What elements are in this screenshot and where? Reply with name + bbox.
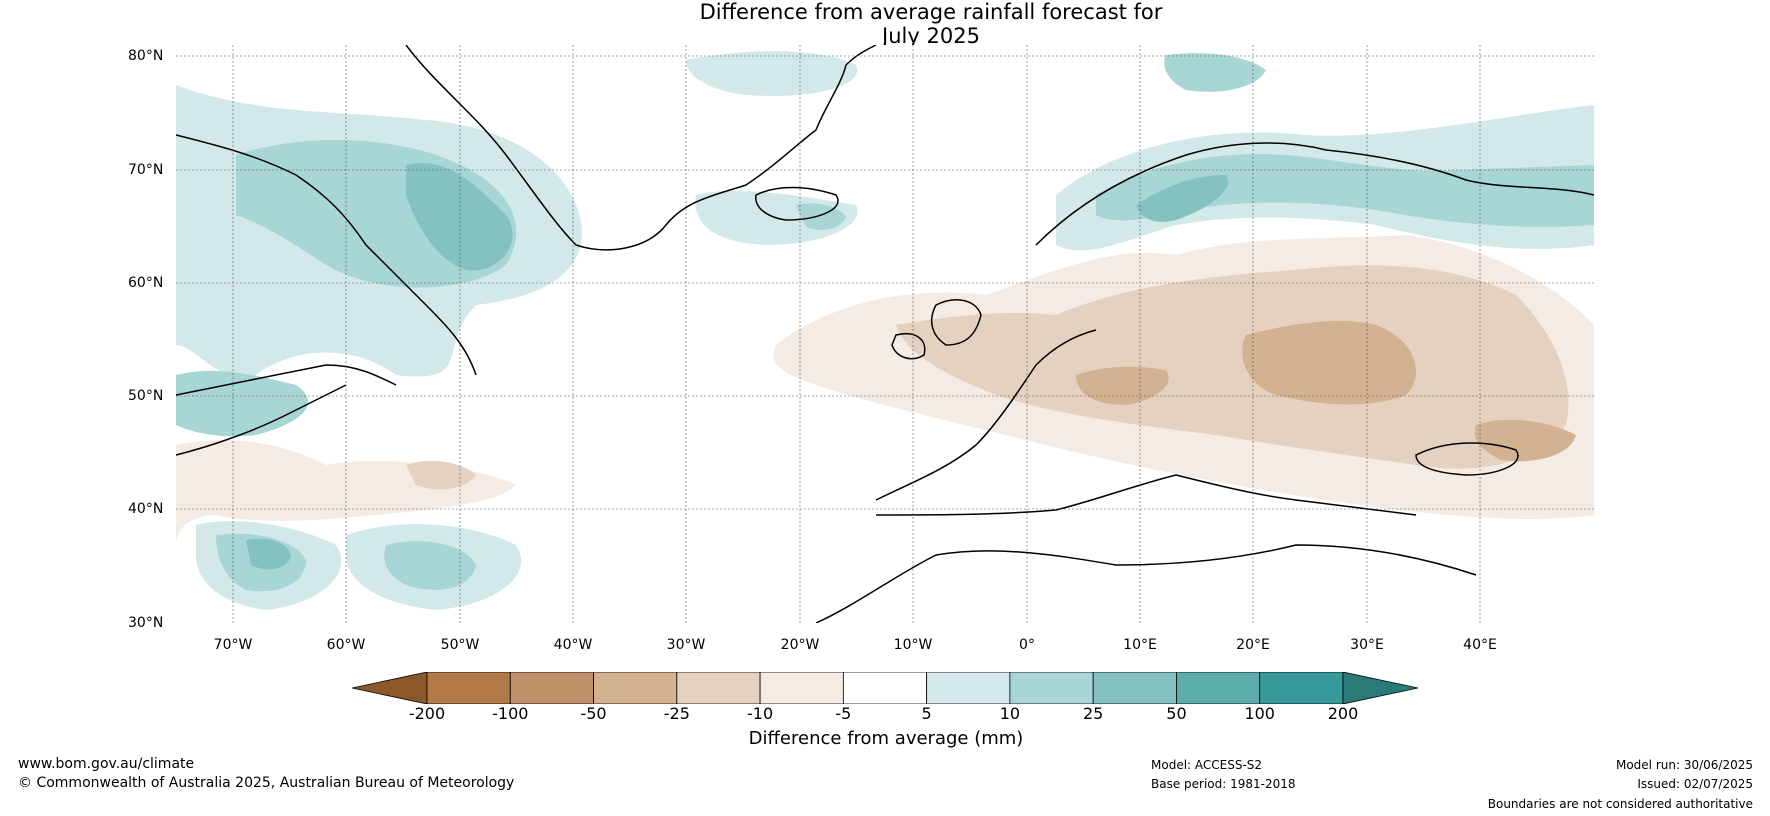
wet-area-arctic <box>686 51 858 96</box>
colorbar-tick-label: 200 <box>1327 704 1359 723</box>
coast-labrador <box>176 364 397 396</box>
lon-label-40e: 40°E <box>1463 637 1497 653</box>
lon-label-40w: 40°W <box>553 637 593 653</box>
dry-area-france-core <box>1076 366 1169 405</box>
coast-ireland <box>891 333 926 360</box>
lat-label-40n: 40°N <box>128 501 164 517</box>
lon-label-50w: 50°W <box>440 637 480 653</box>
wet-area-atlantic-south-mid <box>384 541 476 590</box>
dry-anomaly-areas <box>176 235 1594 545</box>
dry-area-black-sea-core <box>1474 419 1576 462</box>
dry-area-europe-core <box>1242 320 1416 405</box>
lon-label-0: 0° <box>1019 637 1035 653</box>
lat-label-60n: 60°N <box>128 275 164 291</box>
colorbar-tick-label: -25 <box>663 704 690 723</box>
lon-label-10e: 10°E <box>1123 637 1157 653</box>
lon-label-20e: 20°E <box>1236 637 1270 653</box>
colorbar-extend-low <box>352 672 428 704</box>
colorbar-segment <box>1259 672 1344 704</box>
graticule <box>176 45 1594 623</box>
wet-area-scandinavia-mid <box>1096 154 1594 227</box>
colorbar-tick-label: 100 <box>1244 704 1275 723</box>
coast-baffin <box>176 134 477 376</box>
coast-africa-north <box>815 544 1477 623</box>
colorbar-segment <box>926 672 1011 704</box>
title-line-2: July 2025 <box>882 24 980 48</box>
colorbar-segment <box>593 672 678 704</box>
colorbar-segment <box>676 672 761 704</box>
footer-issued: Issued: 02/07/2025 <box>1637 777 1753 791</box>
title-line-1: Difference from average rainfall forecas… <box>699 0 1163 24</box>
chart-title: Difference from average rainfall forecas… <box>0 0 1770 48</box>
footer-model-run: Model run: 30/06/2025 <box>1615 758 1753 772</box>
coastlines <box>176 45 1594 623</box>
lat-label-30n: 30°N <box>128 615 164 631</box>
coast-greenland <box>405 45 877 251</box>
lon-label-60w: 60°W <box>326 637 366 653</box>
colorbar-tick-label: -100 <box>492 704 529 723</box>
dry-area-atlantic-mid <box>406 460 476 490</box>
footer-url: www.bom.gov.au/climate <box>18 756 195 772</box>
lat-label-50n: 50°N <box>128 388 164 404</box>
colorbar-segments <box>352 672 1418 704</box>
wet-area-greenland-core <box>406 163 513 271</box>
colorbar-extend-high <box>1342 672 1418 704</box>
lon-label-20w: 20°W <box>780 637 820 653</box>
colorbar-segment <box>759 672 844 704</box>
colorbar-segment <box>1092 672 1177 704</box>
footer-model: Model: ACCESS-S2 <box>1151 758 1263 772</box>
coast-black-sea <box>1415 442 1519 476</box>
lon-label-30e: 30°E <box>1350 637 1384 653</box>
colorbar-tick-label: 50 <box>1166 704 1187 723</box>
lat-label-70n: 70°N <box>128 162 164 178</box>
colorbar-label: Difference from average (mm) <box>748 728 1024 749</box>
wet-area-svalbard <box>1164 53 1266 92</box>
footer-copyright: © Commonwealth of Australia 2025, Austra… <box>18 775 515 791</box>
colorbar-tick-label: 25 <box>1082 704 1104 723</box>
colorbar-tick-label: -5 <box>835 704 852 723</box>
coast-mediterranean <box>875 474 1417 516</box>
colorbar-segment <box>1009 672 1094 704</box>
coast-uk <box>930 299 982 346</box>
dry-area-europe-mid <box>896 265 1569 469</box>
colorbar-tick-label: -50 <box>580 704 607 723</box>
colorbar-tick-label: -200 <box>408 704 446 723</box>
wet-anomaly-areas <box>176 51 1594 610</box>
lat-label-80n: 80°N <box>128 48 164 64</box>
colorbar-tick-label: 5 <box>921 704 932 723</box>
colorbar-tick-label: 10 <box>999 704 1021 723</box>
coast-scandinavia <box>1035 142 1594 246</box>
footer-base-period: Base period: 1981-2018 <box>1151 777 1296 791</box>
coast-na-east <box>176 384 347 456</box>
lon-label-70w: 70°W <box>213 637 253 653</box>
coast-europe-west <box>875 329 1097 501</box>
wet-area-scandinavia-core <box>1136 175 1228 222</box>
lon-label-30w: 30°W <box>666 637 706 653</box>
coast-iceland <box>755 186 839 221</box>
colorbar <box>352 672 1418 704</box>
colorbar-segment <box>426 672 511 704</box>
lon-label-10w: 10°W <box>893 637 933 653</box>
footer-disclaimer: Boundaries are not considered authoritat… <box>1487 797 1753 811</box>
colorbar-segment <box>842 672 928 704</box>
rainfall-map <box>176 45 1594 623</box>
wet-area-subtropic-core <box>246 538 291 570</box>
colorbar-segment <box>509 672 594 704</box>
wet-area-iceland-mid <box>796 203 846 230</box>
colorbar-tick-label: -10 <box>747 704 774 723</box>
colorbar-segment <box>1176 672 1261 704</box>
